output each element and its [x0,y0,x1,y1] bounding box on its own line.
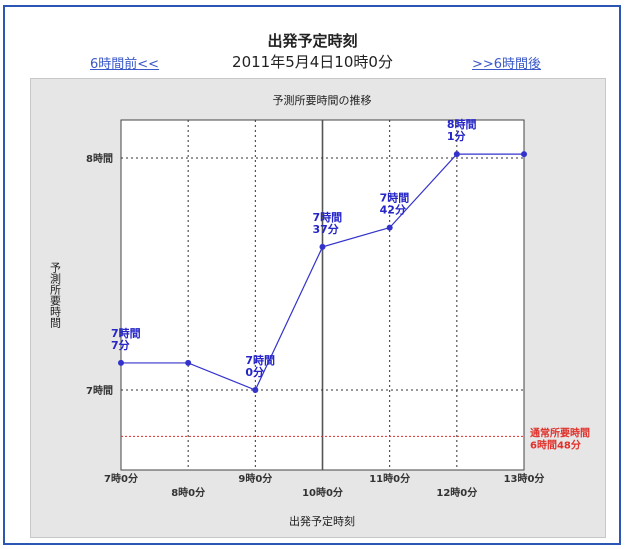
x-tick-label: 12時0分 [436,486,477,499]
data-label: 7分 [111,338,130,352]
x-tick-label: 7時0分 [104,472,138,485]
y-tick-label: 8時間 [86,152,113,165]
data-label: 7時間 [111,326,141,340]
chart-title: 予測所要時間の推移 [273,93,372,107]
data-label: 7時間 [245,353,275,367]
data-label: 42分 [380,203,406,217]
data-point [521,151,527,158]
data-point [386,224,393,231]
normal-time-label: 6時間48分 [530,438,581,451]
x-tick-label: 11時0分 [369,472,410,485]
data-label: 37分 [313,222,339,236]
data-label: 0分 [245,365,264,379]
x-axis-label: 出発予定時刻 [289,514,355,528]
data-label: 1分 [447,129,466,143]
prev-6-hours-link[interactable]: 6時間前<< [90,57,160,72]
x-tick-label: 13時0分 [504,472,545,485]
data-point [319,243,326,250]
data-label: 8時間 [447,117,477,131]
normal-time-label: 通常所要時間 [530,426,590,439]
y-axis-label: 予測所要時間 [49,262,62,329]
data-point [118,359,124,366]
departure-datetime: 2011年5月4日10時0分 [232,53,393,71]
x-tick-label: 8時0分 [171,486,205,499]
data-point [453,151,460,158]
data-label: 7時間 [380,191,410,205]
data-label: 7時間 [313,210,343,224]
data-point [252,387,259,393]
y-tick-label: 7時間 [86,384,113,397]
page-title: 出発予定時刻 [267,32,358,50]
next-6-hours-link[interactable]: >>6時間後 [472,57,542,72]
data-point [185,359,192,366]
x-tick-label: 10時0分 [302,486,343,499]
x-tick-label: 9時0分 [238,472,272,485]
